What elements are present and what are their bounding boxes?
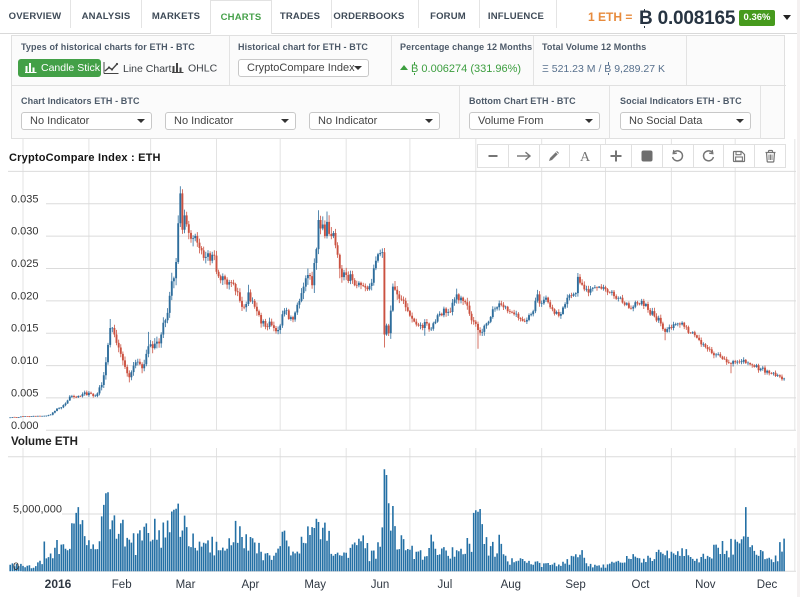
svg-text:Sep: Sep [565,579,585,591]
svg-text:0: 0 [13,561,19,573]
svg-text:Dec: Dec [757,579,778,591]
svg-text:Feb: Feb [112,579,132,591]
svg-text:Nov: Nov [695,579,716,591]
svg-text:0.035: 0.035 [11,193,39,205]
svg-text:0.005: 0.005 [11,387,39,399]
svg-text:2016: 2016 [45,577,72,591]
svg-text:Aug: Aug [501,579,521,591]
svg-text:May: May [304,579,326,591]
svg-text:0.025: 0.025 [11,258,39,270]
svg-text:0.015: 0.015 [11,323,39,335]
svg-text:Jun: Jun [371,579,390,591]
svg-text:Apr: Apr [241,579,259,591]
svg-text:Mar: Mar [176,579,196,591]
svg-text:A: A [580,150,591,163]
svg-text:0.020: 0.020 [11,290,39,302]
svg-text:Jul: Jul [438,579,453,591]
svg-text:0.010: 0.010 [11,355,39,367]
svg-text:Oct: Oct [632,579,651,591]
svg-text:0.000: 0.000 [11,420,39,432]
svg-text:5,000,000: 5,000,000 [13,504,62,516]
svg-text:Volume ETH: Volume ETH [11,436,78,448]
svg-text:0.030: 0.030 [11,226,39,238]
